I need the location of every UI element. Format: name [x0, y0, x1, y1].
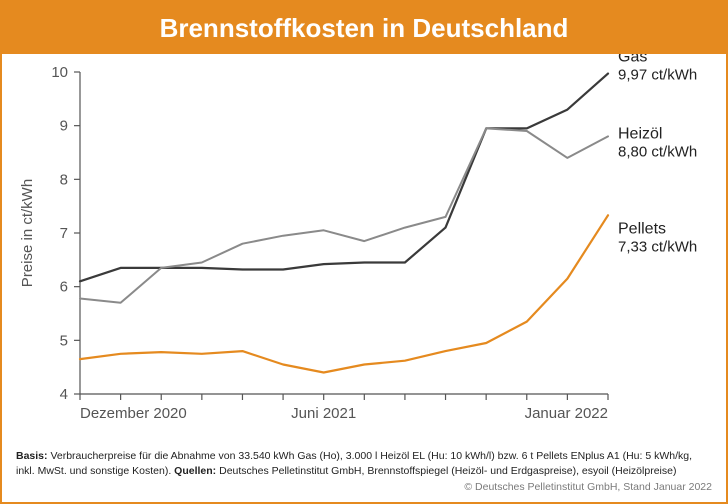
chart-area: 4 5 6 7 8 9 10 Dezember 2020 Juni 2021 Januar 202…	[2, 54, 726, 444]
svg-text:9: 9	[60, 118, 68, 135]
quellen-label: Quellen:	[174, 465, 216, 477]
chart-title: Brennstoffkosten in Deutschland	[160, 13, 569, 44]
basis-label: Basis:	[16, 450, 48, 462]
svg-text:8,80 ct/kWh: 8,80 ct/kWh	[618, 143, 697, 160]
svg-text:Preise in ct/kWh: Preise in ct/kWh	[19, 179, 36, 287]
svg-text:5: 5	[60, 332, 68, 349]
footer-basis-line: Basis: Verbraucherpreise für die Abnahme…	[16, 449, 712, 477]
footer: Basis: Verbraucherpreise für die Abnahme…	[16, 449, 712, 494]
chart-header: Brennstoffkosten in Deutschland	[2, 2, 726, 54]
svg-text:10: 10	[51, 64, 68, 81]
svg-text:Heizöl: Heizöl	[618, 125, 662, 142]
svg-text:Januar 2022: Januar 2022	[525, 405, 608, 422]
quellen-text: Deutsches Pelletinstitut GmbH, Brennstof…	[219, 465, 676, 477]
svg-text:Dezember 2020: Dezember 2020	[80, 405, 187, 422]
svg-text:8: 8	[60, 171, 68, 188]
line-chart: 4 5 6 7 8 9 10 Dezember 2020 Juni 2021 Januar 202…	[2, 54, 726, 442]
svg-text:6: 6	[60, 279, 68, 296]
chart-frame: Brennstoffkosten in Deutschland 4 5 6 7 8 9 10…	[0, 0, 728, 504]
svg-text:7,33 ct/kWh: 7,33 ct/kWh	[618, 238, 697, 255]
svg-text:Juni 2021: Juni 2021	[291, 405, 356, 422]
svg-text:4: 4	[60, 386, 68, 403]
svg-text:Pellets: Pellets	[618, 220, 666, 237]
footer-copyright: © Deutsches Pelletinstitut GmbH, Stand J…	[16, 480, 712, 494]
svg-text:Gas: Gas	[618, 54, 647, 66]
svg-text:7: 7	[60, 225, 68, 242]
svg-text:9,97 ct/kWh: 9,97 ct/kWh	[618, 67, 697, 84]
